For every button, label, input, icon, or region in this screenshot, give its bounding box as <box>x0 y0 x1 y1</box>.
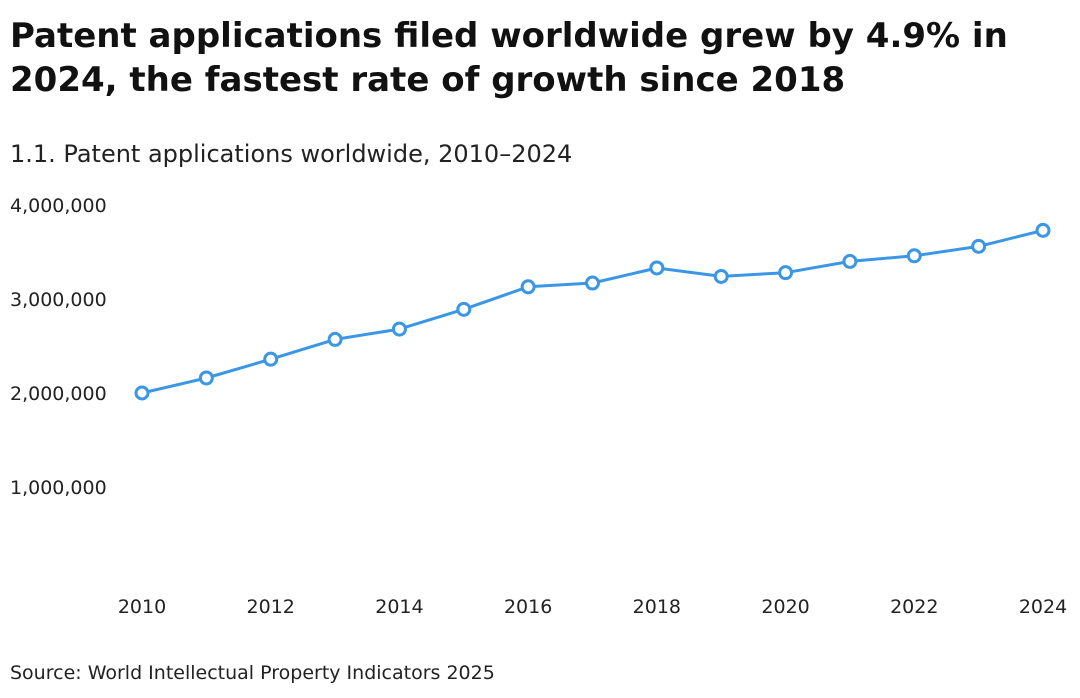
y-tick-label: 2,000,000 <box>10 383 107 405</box>
data-point[interactable] <box>713 268 729 284</box>
data-point[interactable] <box>520 279 536 295</box>
x-tick-label: 2010 <box>118 596 166 618</box>
y-tick-label: 1,000,000 <box>10 477 107 499</box>
data-point[interactable] <box>906 248 922 264</box>
data-point[interactable] <box>649 260 665 276</box>
x-axis-ticks: 2010 2012 2014 2016 2018 2020 2022 2024 <box>118 596 1067 618</box>
y-tick-label: 3,000,000 <box>10 289 107 311</box>
y-axis-ticks: 1,000,000 2,000,000 3,000,000 4,000,000 <box>10 195 107 499</box>
data-point[interactable] <box>134 385 150 401</box>
data-point[interactable] <box>263 351 279 367</box>
data-point[interactable] <box>842 253 858 269</box>
x-tick-label: 2016 <box>504 596 552 618</box>
x-tick-label: 2022 <box>890 596 938 618</box>
x-tick-label: 2018 <box>633 596 681 618</box>
x-tick-label: 2020 <box>761 596 809 618</box>
data-point[interactable] <box>585 275 600 291</box>
data-point[interactable] <box>456 301 472 317</box>
y-tick-label: 4,000,000 <box>10 195 107 217</box>
x-tick-label: 2024 <box>1019 596 1067 618</box>
data-point[interactable] <box>971 238 987 254</box>
x-tick-label: 2014 <box>375 596 423 618</box>
series-group <box>134 222 1051 401</box>
data-point[interactable] <box>391 321 407 337</box>
data-point[interactable] <box>327 331 343 347</box>
data-point[interactable] <box>778 265 794 281</box>
chart-title: Patent applications filed worldwide grew… <box>10 16 1008 100</box>
data-point[interactable] <box>1035 222 1051 238</box>
data-point[interactable] <box>198 370 214 386</box>
chart-subtitle: 1.1. Patent applications worldwide, 2010… <box>10 140 573 168</box>
x-tick-label: 2012 <box>247 596 295 618</box>
source-note: Source: World Intellectual Property Indi… <box>10 662 495 684</box>
